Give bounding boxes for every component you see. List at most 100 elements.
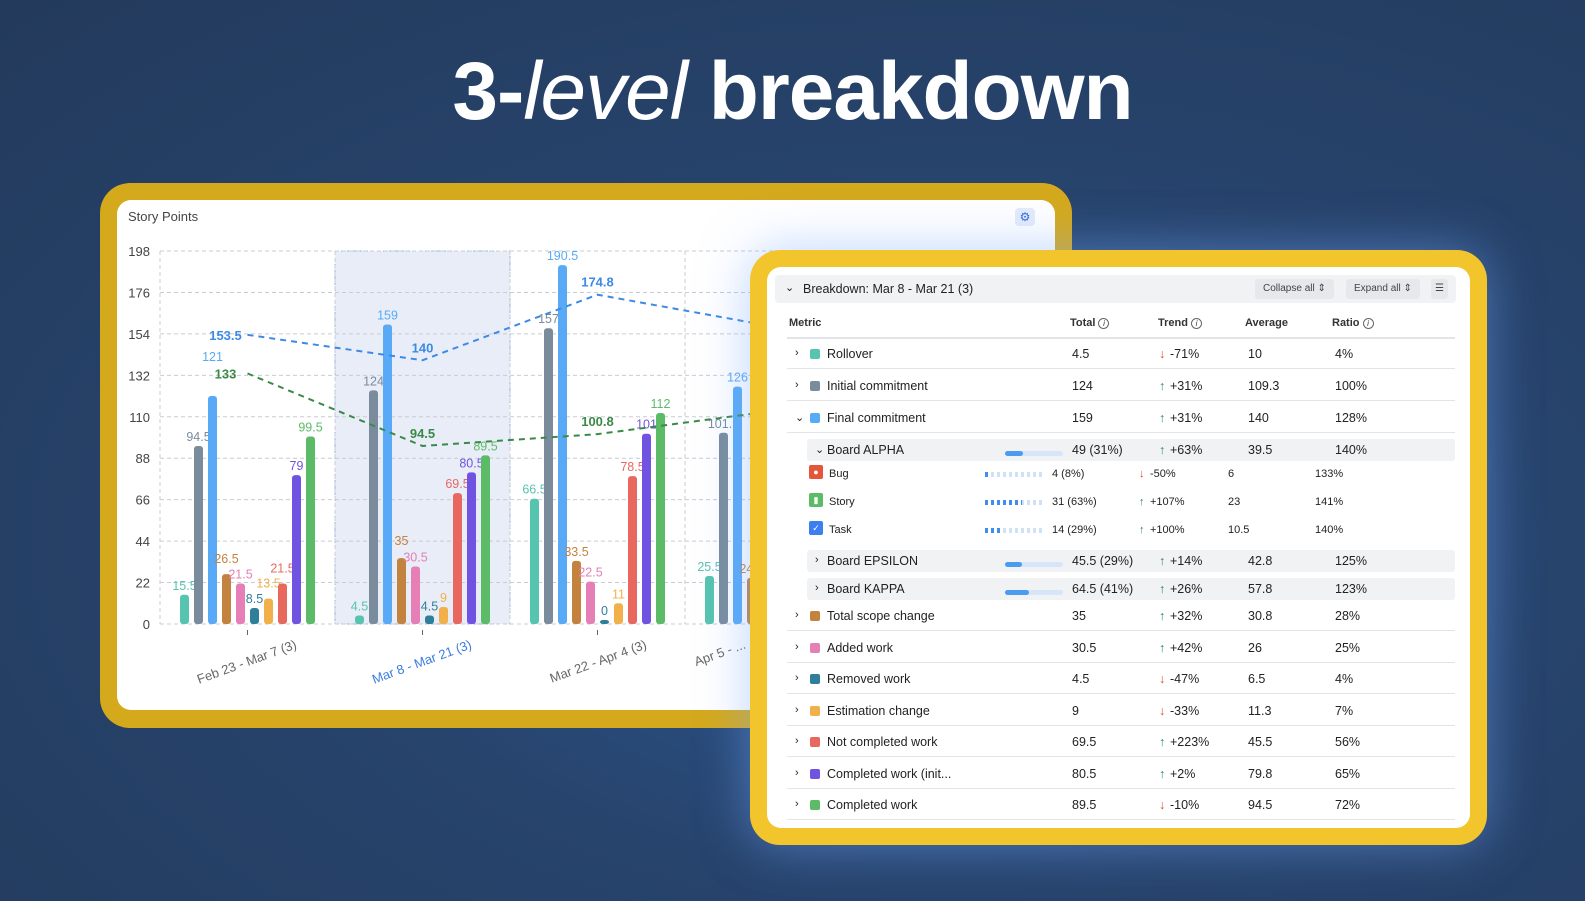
arrow-up-icon: ↑ [1159, 379, 1166, 393]
bar-value-label: 0 [601, 604, 608, 618]
color-swatch [810, 800, 820, 810]
x-tick-label[interactable]: Apr 5 - ... [692, 637, 747, 669]
chevron-down-icon[interactable]: ⌄ [815, 444, 825, 456]
bar[interactable] [544, 328, 553, 624]
chevron-right-icon[interactable]: › [795, 672, 799, 684]
bar[interactable] [656, 413, 665, 624]
chevron-right-icon[interactable]: › [795, 609, 799, 621]
table-row[interactable]: ✓ Task 14 (29%) ↑ +100% 10.5 140% [787, 518, 1455, 548]
bar[interactable] [719, 432, 728, 624]
bar-value-label: 22.5 [578, 566, 602, 580]
info-icon[interactable]: i [1098, 318, 1110, 329]
selected-band[interactable] [334, 250, 511, 625]
chevron-down-icon[interactable]: ⌄ [795, 412, 805, 424]
info-icon[interactable]: i [1362, 318, 1374, 329]
bar[interactable] [397, 558, 406, 624]
chevron-right-icon[interactable]: › [795, 767, 799, 779]
bar-value-label: 30.5 [403, 551, 427, 565]
bar[interactable] [733, 386, 742, 624]
bar[interactable] [194, 445, 203, 624]
table-row[interactable]: ⌄ Final commitment 159 ↑ +31% 140 128% [787, 403, 1455, 433]
bar[interactable] [355, 615, 364, 624]
bar[interactable] [292, 475, 301, 624]
settings-button[interactable]: ☰ [1431, 279, 1448, 299]
table-row[interactable]: › Initial commitment 124 ↑ +31% 109.3 100% [787, 371, 1455, 401]
collapse-all-button[interactable]: Collapse all ⇕ [1255, 279, 1334, 299]
table-row[interactable]: ⌄ Board ALPHA 49 (31%) ↑ +63% 39.5 140% [807, 439, 1455, 461]
chevron-right-icon[interactable]: › [795, 347, 799, 359]
bar[interactable] [453, 493, 462, 624]
bug-icon: ● [809, 465, 823, 479]
table-header: Metric Total i Trend i Average Ratio i [787, 317, 1455, 339]
expand-all-button[interactable]: Expand all ⇕ [1346, 279, 1420, 299]
bar[interactable] [481, 455, 490, 624]
bar[interactable] [383, 324, 392, 624]
metric-label: Bug [829, 468, 849, 480]
bar[interactable] [572, 560, 581, 624]
share-bar [1005, 451, 1063, 456]
bar[interactable] [411, 566, 420, 624]
x-tick-label[interactable]: Feb 23 - Mar 7 (3) [195, 637, 299, 687]
bar[interactable] [628, 476, 637, 624]
color-swatch [810, 413, 820, 423]
table-row[interactable]: › Removed work 4.5 ↓ -47% 6.5 4% [787, 664, 1455, 694]
x-tick-label[interactable]: Mar 8 - Mar 21 (3) [370, 637, 474, 687]
bar[interactable] [425, 615, 434, 624]
info-icon[interactable]: i [1190, 318, 1202, 329]
bar[interactable] [278, 583, 287, 624]
table-row[interactable]: › Board KAPPA 64.5 (41%) ↑ +26% 57.8 123% [807, 578, 1455, 600]
table-row[interactable]: ▮ Story 31 (63%) ↑ +107% 23 141% [787, 490, 1455, 520]
bar[interactable] [180, 594, 189, 624]
title-part: breakdown [686, 46, 1134, 137]
bar[interactable] [530, 498, 539, 624]
chevron-right-icon[interactable]: › [795, 641, 799, 653]
chevron-right-icon[interactable]: › [795, 379, 799, 391]
table-row[interactable]: › Completed work 89.5 ↓ -10% 94.5 72% [787, 790, 1455, 820]
bar[interactable] [222, 574, 231, 624]
y-tick-label: 22 [136, 576, 150, 591]
col-ratio: Ratio i [1332, 317, 1374, 329]
bar[interactable] [439, 607, 448, 624]
chevron-right-icon[interactable]: › [815, 582, 819, 594]
sliders-icon[interactable]: ⚙ [1015, 208, 1035, 226]
bar[interactable] [614, 603, 623, 624]
col-trend-label: Trend [1158, 317, 1188, 329]
table-row[interactable]: › Estimation change 9 ↓ -33% 11.3 7% [787, 696, 1455, 726]
x-tick-label[interactable]: Mar 22 - Apr 4 (3) [548, 637, 649, 686]
table-row[interactable]: › Rollover 4.5 ↓ -71% 10 4% [787, 339, 1455, 369]
chevron-right-icon[interactable]: › [795, 798, 799, 810]
ratio-value: 25% [1335, 641, 1361, 655]
bar[interactable] [236, 583, 245, 624]
table-row[interactable]: › Completed work (init... 80.5 ↑ +2% 79.8 65% [787, 759, 1455, 789]
bar[interactable] [250, 607, 259, 624]
col-trend: Trend i [1158, 317, 1202, 329]
arrow-up-icon: ↑ [1159, 767, 1166, 781]
bar[interactable] [705, 575, 714, 624]
table-row[interactable]: › Not completed work 69.5 ↑ +223% 45.5 56% [787, 727, 1455, 757]
bar[interactable] [369, 390, 378, 624]
share-bar [985, 472, 1043, 477]
table-row[interactable]: ● Bug 4 (8%) ↓ -50% 6 133% [787, 462, 1455, 492]
bar[interactable] [558, 265, 567, 624]
metric-label: Rollover [827, 347, 873, 361]
chevron-right-icon[interactable]: › [815, 554, 819, 566]
breakdown-header[interactable]: ⌄ Breakdown: Mar 8 - Mar 21 (3) Collapse… [775, 275, 1456, 303]
table-row[interactable]: › Board EPSILON 45.5 (29%) ↑ +14% 42.8 125% [807, 550, 1455, 572]
bar[interactable] [642, 433, 651, 624]
table-row[interactable]: › Total scope change 35 ↑ +32% 30.8 28% [787, 601, 1455, 631]
chevron-right-icon[interactable]: › [795, 704, 799, 716]
bar[interactable] [600, 620, 609, 624]
average-line [247, 372, 773, 447]
bar-value-label: 21.5 [270, 561, 294, 575]
chevron-right-icon[interactable]: › [795, 735, 799, 747]
bar-value-label: 11 [612, 587, 625, 601]
chevron-down-icon[interactable]: ⌄ [785, 282, 795, 294]
bar[interactable] [586, 581, 595, 624]
table-row[interactable]: › Added work 30.5 ↑ +42% 26 25% [787, 633, 1455, 663]
bar-value-label: 69.5 [445, 477, 469, 491]
bar[interactable] [467, 472, 476, 624]
bar[interactable] [306, 436, 315, 624]
average-value: 23 [1228, 496, 1241, 508]
bar[interactable] [208, 396, 217, 624]
bar[interactable] [264, 598, 273, 624]
